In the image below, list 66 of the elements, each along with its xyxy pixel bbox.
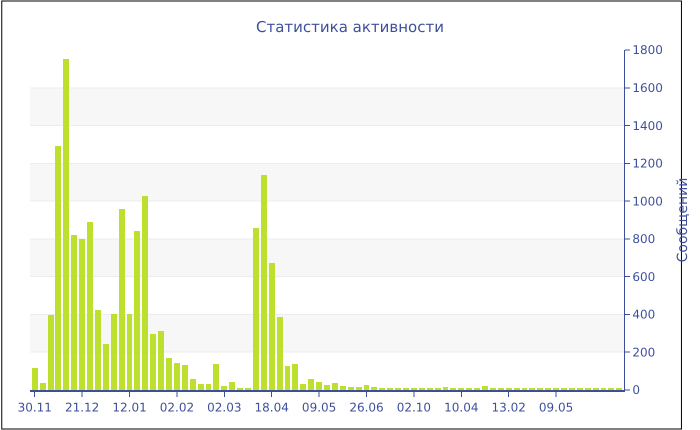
bar: [443, 387, 448, 390]
bar: [300, 384, 306, 390]
x-tick-label: 13.02: [492, 400, 526, 414]
bar: [174, 363, 180, 390]
bar: [71, 235, 77, 390]
x-tick-label: 21.12: [64, 400, 100, 414]
y-tick-label: 800: [632, 232, 656, 246]
y-tick-label: 1200: [632, 156, 663, 171]
y-tick-label: 400: [632, 308, 656, 322]
y-tick-label: 0: [632, 383, 640, 398]
bar: [95, 310, 101, 390]
bar: [32, 368, 38, 390]
y-tick-label: 600: [632, 270, 656, 284]
bar: [261, 175, 267, 390]
bar: [134, 231, 140, 390]
bar: [166, 358, 172, 390]
bar: [348, 387, 354, 390]
x-tick-label: 02.10: [396, 400, 432, 414]
bar: [253, 228, 259, 390]
bar: [79, 239, 85, 390]
bar: [158, 331, 164, 390]
y-tick-label: 1800: [632, 43, 663, 58]
y-tick-label: 1600: [632, 80, 663, 95]
y-tick-label: 1400: [632, 118, 663, 133]
bar: [277, 317, 283, 390]
bar: [371, 387, 377, 390]
bar: [63, 59, 69, 390]
y-tick-label: 200: [632, 345, 656, 360]
x-tick-label: 18.04: [254, 400, 289, 414]
x-tick-label: 02.03: [207, 400, 242, 414]
bar: [127, 314, 132, 390]
bar: [182, 365, 188, 390]
y-axis-title: Сообщений: [675, 178, 692, 262]
bar: [111, 314, 117, 390]
bar: [190, 379, 196, 390]
bar: [213, 364, 219, 390]
bar: [356, 387, 362, 390]
bar: [87, 222, 93, 390]
bar: [198, 384, 204, 390]
y-tick-label: 1000: [632, 194, 663, 208]
bar: [40, 383, 46, 390]
bar: [308, 379, 314, 390]
chart-title: Статистика активности: [256, 18, 444, 36]
bar: [206, 384, 211, 390]
bar: [292, 364, 298, 390]
bar: [229, 382, 235, 390]
x-tick-label: 12.01: [112, 400, 147, 414]
x-tick-label: 10.04: [444, 400, 478, 414]
bar: [119, 209, 125, 390]
bar: [316, 382, 322, 390]
x-tick-label: 09.05: [538, 400, 574, 414]
bar: [482, 386, 488, 390]
bar: [285, 366, 290, 390]
bar: [269, 263, 275, 390]
bar: [364, 385, 369, 390]
bar: [142, 196, 148, 390]
bar: [324, 385, 330, 390]
bar: [221, 386, 227, 390]
bar: [150, 334, 156, 390]
bar: [332, 383, 338, 390]
x-tick-label: 02.02: [160, 400, 194, 414]
x-tick-label: 26.06: [349, 400, 384, 414]
bar: [340, 386, 346, 390]
bar: [103, 344, 109, 390]
x-tick-label: 09.05: [302, 400, 336, 414]
x-tick-label: 30.11: [18, 400, 52, 414]
